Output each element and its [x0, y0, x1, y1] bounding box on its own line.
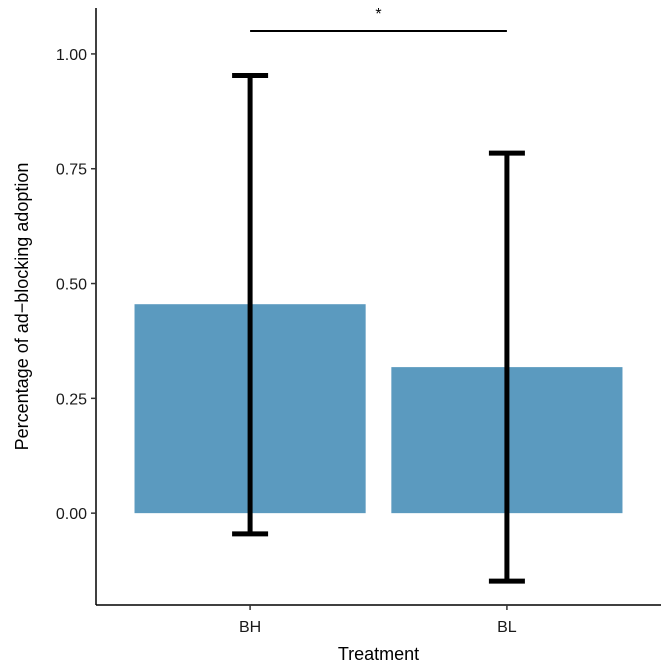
y-tick-label: 0.25 — [56, 391, 87, 408]
y-tick-label: 1.00 — [56, 47, 87, 64]
y-axis-title: Percentage of ad−blocking adoption — [12, 163, 32, 451]
x-tick-label: BL — [497, 619, 517, 636]
y-tick-label: 0.50 — [56, 277, 87, 294]
y-tick-label: 0.00 — [56, 506, 87, 523]
significance-bracket: * — [250, 6, 507, 32]
x-ticks: BH BL — [239, 605, 517, 636]
x-tick-label: BH — [239, 619, 261, 636]
error-bar-bh — [232, 73, 269, 537]
y-tick-label: 0.75 — [56, 162, 87, 179]
significance-label: * — [375, 6, 381, 23]
y-ticks: 0.00 0.25 0.50 0.75 1.00 — [56, 47, 96, 523]
bars — [134, 304, 623, 514]
error-bars — [232, 73, 525, 584]
x-axis-title: Treatment — [338, 644, 419, 664]
error-bar-bl — [488, 150, 525, 584]
axes — [95, 8, 661, 606]
